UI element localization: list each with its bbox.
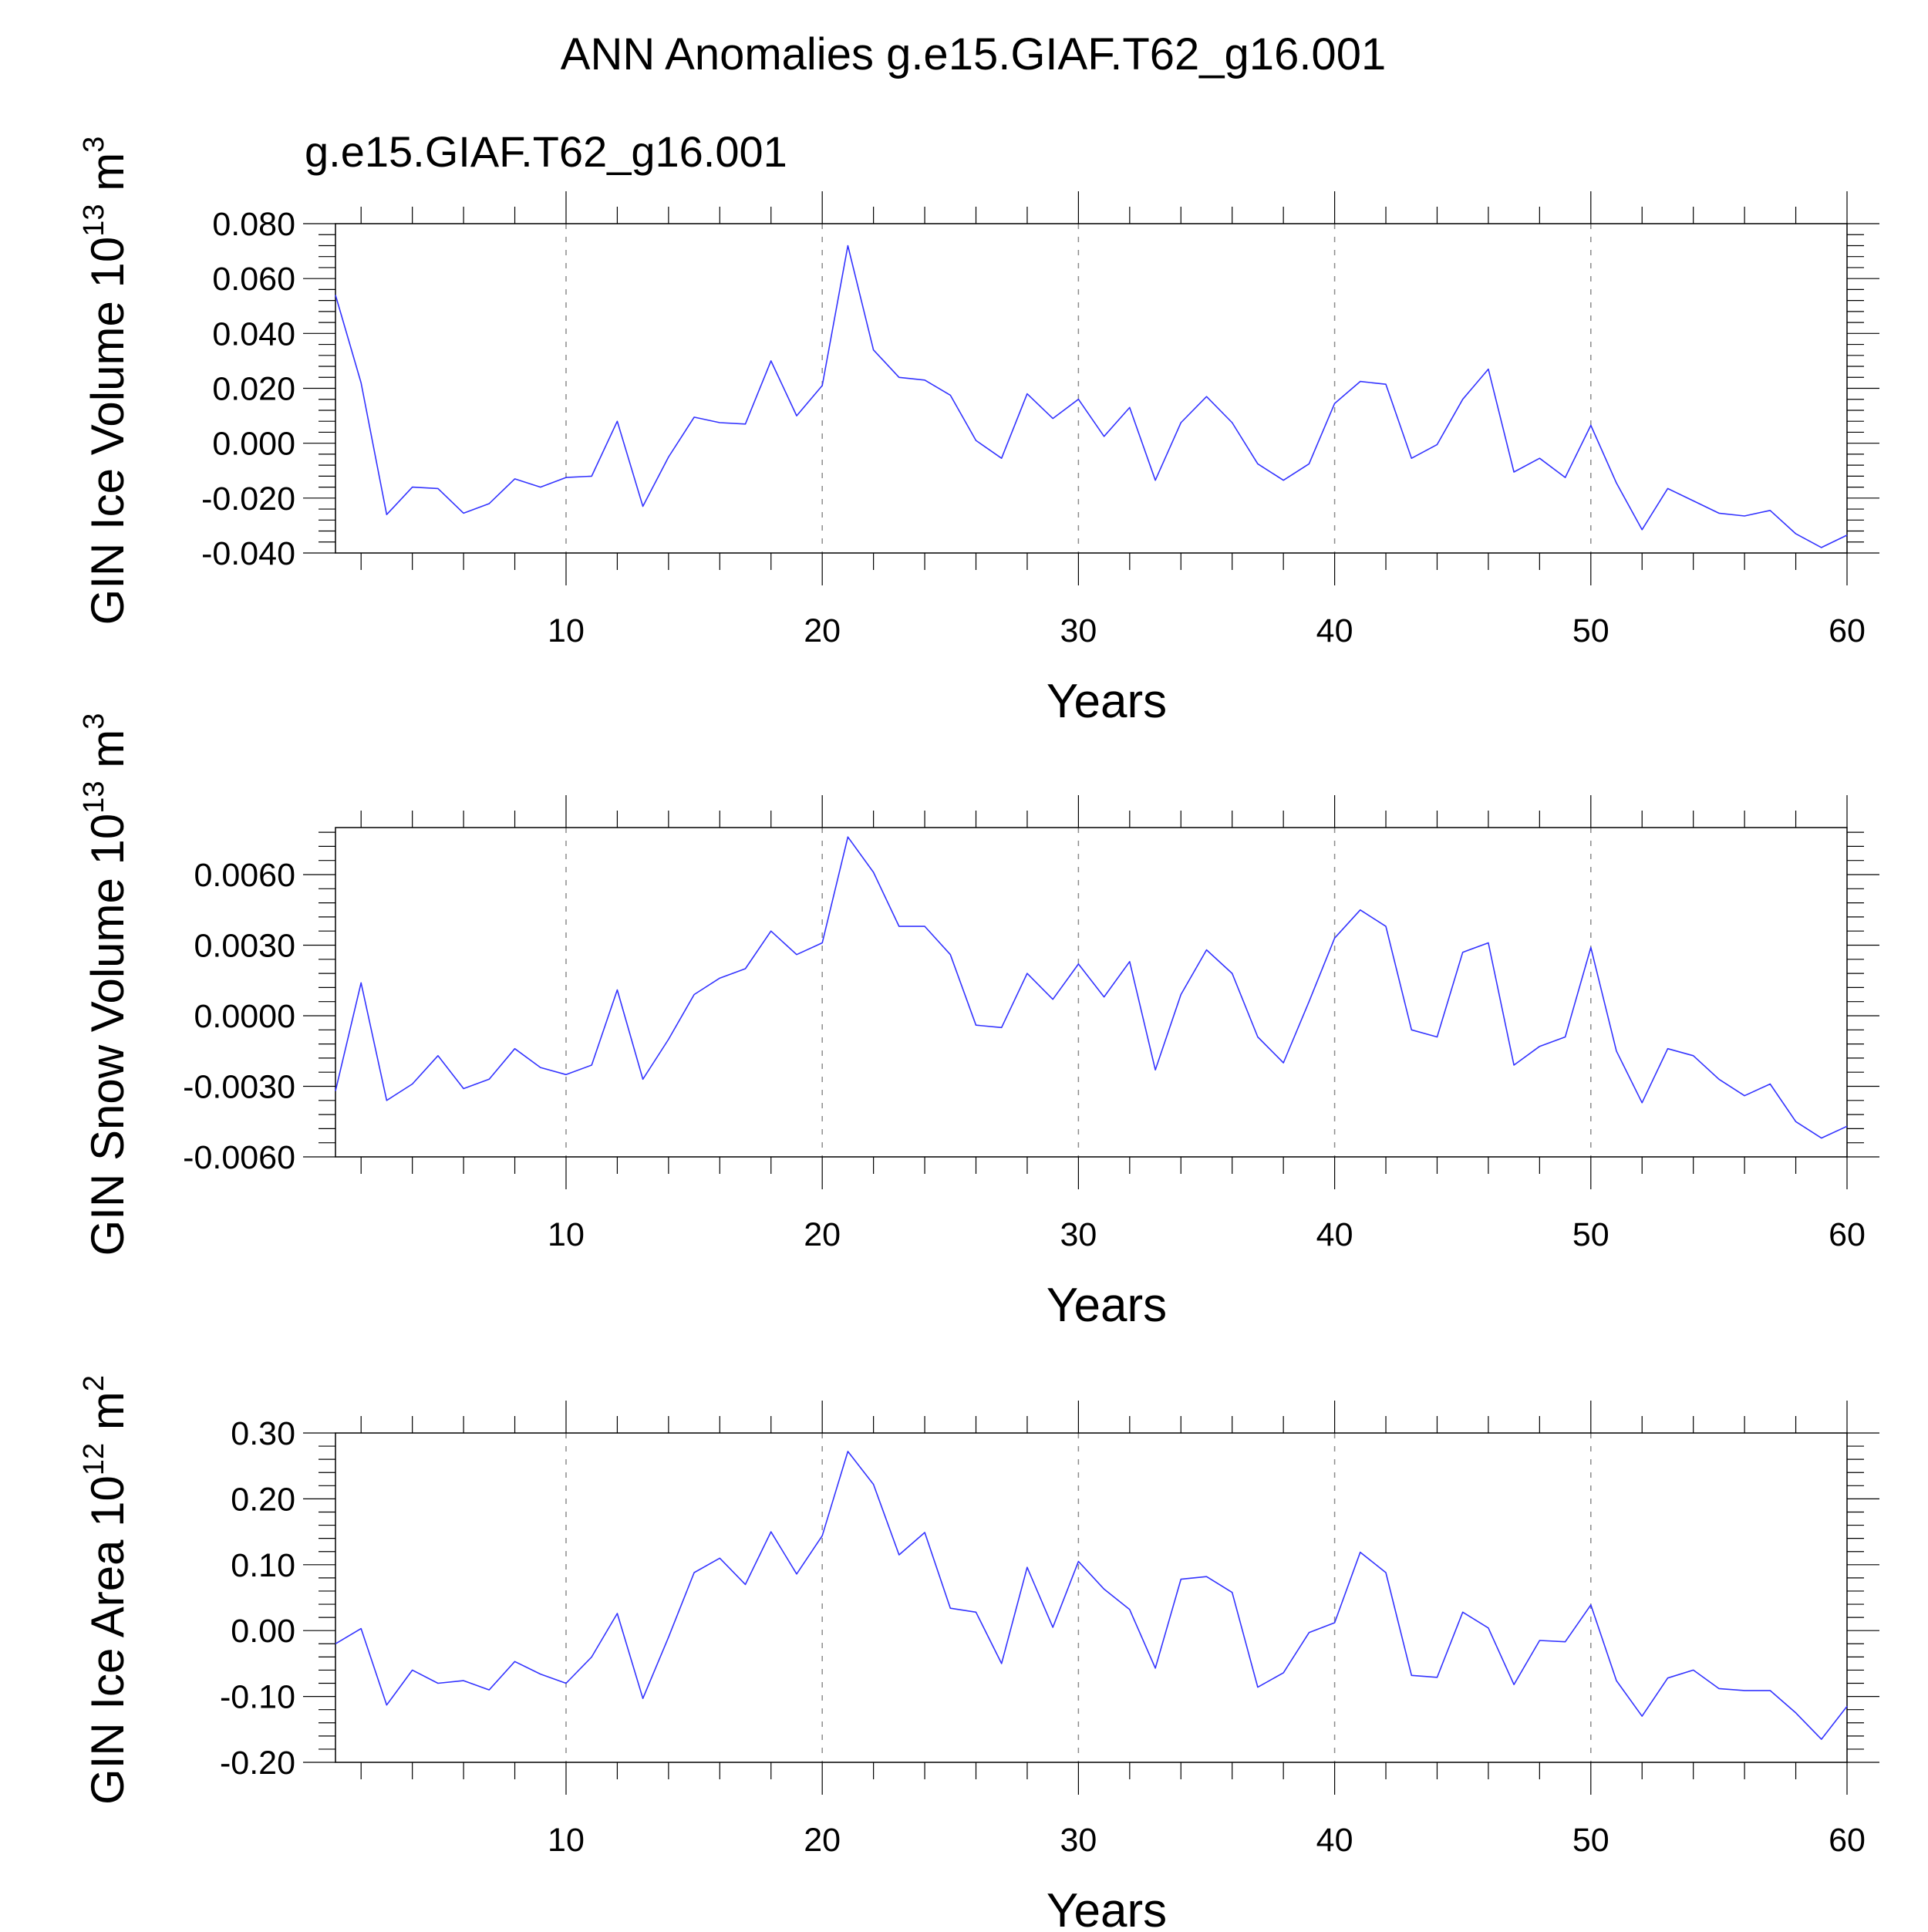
- x-tick-label: 50: [1572, 1216, 1609, 1253]
- y-axis-title-superscript: 13: [78, 204, 110, 236]
- y-axis-title-part: GIN Snow Volume 10: [82, 814, 133, 1256]
- x-tick-label: 50: [1572, 1822, 1609, 1859]
- y-tick-label: -0.10: [220, 1679, 295, 1716]
- plot-frame: [335, 827, 1848, 1158]
- x-tick-label: 40: [1316, 1216, 1353, 1253]
- x-tick-label: 40: [1316, 1822, 1353, 1859]
- x-tick-label: 60: [1829, 1216, 1866, 1253]
- plot-frame: [335, 223, 1848, 554]
- x-tick-label: 30: [1060, 612, 1097, 649]
- x-tick-label: 30: [1060, 1216, 1097, 1253]
- main-title: ANN Anomalies g.e15.GIAF.T62_g16.001: [561, 29, 1386, 79]
- x-tick-label: 40: [1316, 612, 1353, 649]
- x-tick-label: 10: [548, 1822, 585, 1859]
- x-tick-label: 10: [548, 612, 585, 649]
- series-line: [335, 836, 1848, 1139]
- y-axis-title-part: m: [82, 1391, 133, 1443]
- y-axis-title-part: GIN Ice Volume 10: [82, 237, 133, 625]
- y-tick-label: 0.0000: [194, 998, 295, 1035]
- y-tick-label: 0.080: [212, 206, 295, 243]
- chart-panel-2: -0.0060 -0.0030 0.0000 0.0030 0.0060 10 20 30 40…: [78, 713, 1879, 1332]
- y-tick-label: 0.30: [231, 1415, 295, 1452]
- panels: -0.040 -0.020 0.000 0.020 0.040 0.060 0.080 10 2…: [78, 137, 1879, 1932]
- y-tick-label: -0.020: [201, 480, 295, 518]
- x-tick-label: 30: [1060, 1822, 1097, 1859]
- x-tick-label: 20: [804, 1822, 841, 1859]
- y-axis-title-superscript: 13: [78, 781, 110, 813]
- x-axis-title: Years: [1047, 1884, 1167, 1928]
- y-tick-label: 0.0060: [194, 857, 295, 894]
- y-tick-label: -0.20: [220, 1745, 295, 1782]
- x-tick-label: 50: [1572, 612, 1609, 649]
- series-line: [335, 244, 1848, 548]
- chart-panel-3: -0.20 -0.10 0.00 0.10 0.20 0.30 10 20 30 40 50 60 Ye…: [78, 1375, 1879, 1932]
- y-axis-title: GIN Ice Volume 1013 m3: [78, 137, 133, 625]
- x-tick-label: 20: [804, 1216, 841, 1253]
- y-axis-title: GIN Ice Area 1012 m2: [78, 1375, 133, 1805]
- y-tick-label: 0.000: [212, 426, 295, 463]
- y-tick-label: 0.20: [231, 1481, 295, 1518]
- y-tick-label: 0.10: [231, 1547, 295, 1584]
- panel-subtitle: g.e15.GIAF.T62_g16.001: [305, 127, 787, 176]
- y-axis-title-superscript: 3: [78, 137, 110, 153]
- y-axis-title-part: m: [82, 730, 133, 781]
- y-tick-label: 0.00: [231, 1613, 295, 1650]
- y-axis-title-superscript: 3: [78, 713, 110, 730]
- chart-panel-1: -0.040 -0.020 0.000 0.020 0.040 0.060 0.080 10 2…: [78, 137, 1879, 728]
- plot-frame: [335, 1432, 1848, 1763]
- y-tick-label: 0.020: [212, 371, 295, 408]
- y-tick-label: -0.040: [201, 535, 295, 572]
- y-axis-title-superscript: 2: [78, 1375, 110, 1391]
- x-axis-title: Years: [1047, 1279, 1167, 1332]
- series-line: [335, 1451, 1848, 1740]
- x-tick-label: 20: [804, 612, 841, 649]
- y-tick-label: -0.0060: [183, 1139, 295, 1176]
- y-axis-title-part: GIN Ice Area 10: [82, 1475, 133, 1805]
- y-axis-title-superscript: 12: [78, 1443, 110, 1475]
- x-tick-label: 60: [1829, 1822, 1866, 1859]
- y-tick-label: 0.060: [212, 261, 295, 298]
- y-axis-title-part: m: [82, 153, 133, 204]
- y-tick-label: 0.040: [212, 315, 295, 352]
- y-axis-title: GIN Snow Volume 1013 m3: [78, 713, 133, 1256]
- x-tick-label: 10: [548, 1216, 585, 1253]
- y-tick-label: -0.0030: [183, 1069, 295, 1106]
- x-axis-title: Years: [1047, 675, 1167, 728]
- y-tick-label: 0.0030: [194, 928, 295, 965]
- x-tick-label: 60: [1829, 612, 1866, 649]
